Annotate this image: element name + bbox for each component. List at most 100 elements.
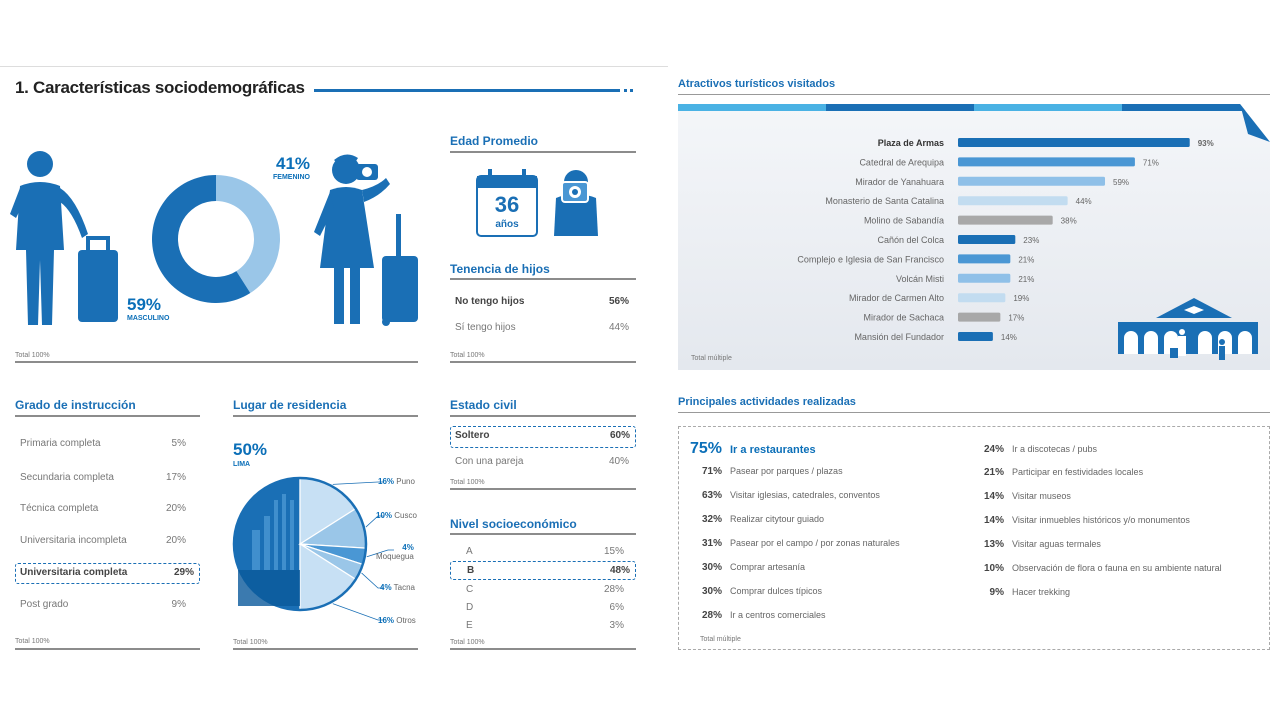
bar-category-label: Volcán Misti (896, 274, 944, 284)
title-rule (314, 89, 620, 92)
nse-row: A 15% (466, 546, 624, 557)
nse-row: E 3% (466, 620, 624, 631)
activity-pct: 14% (983, 491, 1004, 502)
activity-item: 14% Visitar museos (974, 491, 1071, 502)
instruccion-row: Universitaria completa 29% (15, 563, 200, 584)
gender-donut-chart (151, 175, 280, 303)
activity-label: Pasear por el campo / por zonas naturale… (730, 538, 900, 548)
bar-category-label: Catedral de Arequipa (859, 157, 944, 167)
residencia-rule (233, 415, 418, 417)
instruccion-row-value: 9% (171, 599, 186, 610)
activity-item: 32% Realizar citytour guiado (692, 514, 824, 525)
bar-category-label: Cañón del Colca (877, 235, 944, 245)
activity-label: Participar en festividades locales (1012, 467, 1144, 477)
atractivos-rule (678, 94, 1270, 95)
residencia-title: Lugar de residencia (233, 398, 347, 412)
instruccion-row-value: 20% (165, 503, 186, 514)
actividades-rule (678, 412, 1270, 413)
title-rule-dots (624, 89, 627, 92)
activity-pct: 30% (701, 562, 722, 573)
instruccion-row-value: 29% (173, 567, 194, 578)
activity-item: 13% Visitar aguas termales (974, 539, 1101, 550)
bar-value-label: 23% (1023, 236, 1039, 245)
activity-pct: 9% (989, 587, 1004, 598)
bar (958, 157, 1135, 167)
activity-item: 14% Visitar inmuebles históricos y/o monu… (974, 515, 1190, 526)
instruccion-row-label: Universitaria incompleta (20, 535, 127, 546)
bar-value-label: 21% (1018, 275, 1034, 284)
bar (958, 196, 1068, 206)
bar-value-label: 14% (1001, 333, 1017, 342)
bar-value-label: 19% (1013, 294, 1029, 303)
activity-label: Realizar citytour guiado (730, 514, 825, 524)
photographer-icon (554, 170, 598, 236)
activity-label: Comprar artesanía (730, 562, 806, 572)
instruccion-row: Universitaria incompleta 20% (20, 535, 186, 546)
pie-leader-line (365, 515, 384, 528)
bar (958, 215, 1053, 225)
residencia-main-label: LIMA (233, 461, 251, 468)
pie-leader-line (332, 481, 384, 485)
activity-pct: 21% (983, 467, 1004, 478)
residencia-label-pct: 4% (402, 543, 414, 552)
activity-pct: 30% (701, 586, 722, 597)
gender-total: Total 100% (15, 352, 50, 359)
activity-pct: 31% (701, 538, 722, 549)
atractivos-color-band (678, 104, 1270, 111)
civil-row-value: 40% (608, 456, 629, 467)
title-rule-dots (630, 89, 633, 92)
pie-leader-line (361, 572, 384, 589)
nse-row-value: 3% (609, 620, 624, 631)
residencia-label: 10% Cusco (376, 511, 417, 520)
activity-pct: 13% (983, 539, 1004, 550)
edad-value: 36 (494, 192, 520, 217)
instruccion-rule (15, 415, 200, 417)
residencia-label-name: Tacna (393, 583, 415, 592)
civil-row-label: Soltero (455, 430, 490, 441)
residencia-label-pct: 4% (380, 583, 392, 592)
bar-category-label: Plaza de Armas (878, 138, 944, 148)
activity-pct: 10% (983, 563, 1004, 574)
activity-pct: 14% (983, 515, 1004, 526)
donut-slice-masculino (151, 175, 251, 303)
activity-label: Ir a discotecas / pubs (1012, 444, 1098, 454)
instruccion-row: Post grado 9% (20, 599, 186, 610)
nse-row-label: E (466, 620, 473, 631)
residencia-label: 4% Moquegua (376, 543, 414, 561)
actividades-title: Principales actividades realizadas (678, 396, 856, 408)
instruccion-total: Total 100% (15, 638, 50, 645)
pie-leader-line (332, 603, 384, 621)
bar (958, 273, 1011, 283)
bar (958, 176, 1106, 186)
donut-slice-femenino (216, 175, 280, 294)
instruccion-row-label: Universitaria completa (20, 567, 128, 578)
activity-label: Comprar dulces típicos (730, 586, 823, 596)
instruccion-bottom-rule (15, 648, 200, 650)
female-label: FEMENINO (273, 174, 310, 181)
activity-label: Observación de flora o fauna en su ambie… (1012, 563, 1222, 573)
page-curl-icon (1240, 104, 1270, 142)
nse-bottom-rule (450, 648, 636, 650)
civil-row: Con una pareja 40% (455, 456, 629, 467)
residencia-label-name: Moquegua (376, 552, 414, 561)
activity-pct: 63% (701, 490, 722, 501)
top-divider (0, 66, 668, 67)
instruccion-row-label: Post grado (20, 599, 69, 610)
instruccion-row-label: Secundaria completa (20, 472, 114, 483)
bar-category-label: Mansión del Fundador (854, 332, 944, 342)
male-traveler-icon (10, 151, 118, 325)
activity-pct: 28% (701, 610, 722, 621)
bar-value-label: 38% (1061, 217, 1077, 226)
bar-category-label: Mirador de Carmen Alto (849, 293, 944, 303)
civil-row: Soltero 60% (450, 426, 636, 448)
bar (958, 293, 1006, 303)
civil-rule (450, 415, 636, 417)
bar-value-label: 71% (1143, 158, 1159, 167)
nse-row-value: 28% (603, 584, 624, 595)
residencia-label: 16% Puno (378, 477, 415, 486)
activity-item: 9% Hacer trekking (974, 587, 1070, 598)
hijos-row: Sí tengo hijos 44% (455, 322, 629, 333)
arequipa-arcade-icon (1118, 298, 1258, 360)
activity-label: Visitar museos (1012, 491, 1071, 501)
hijos-bottom-rule (450, 361, 636, 363)
